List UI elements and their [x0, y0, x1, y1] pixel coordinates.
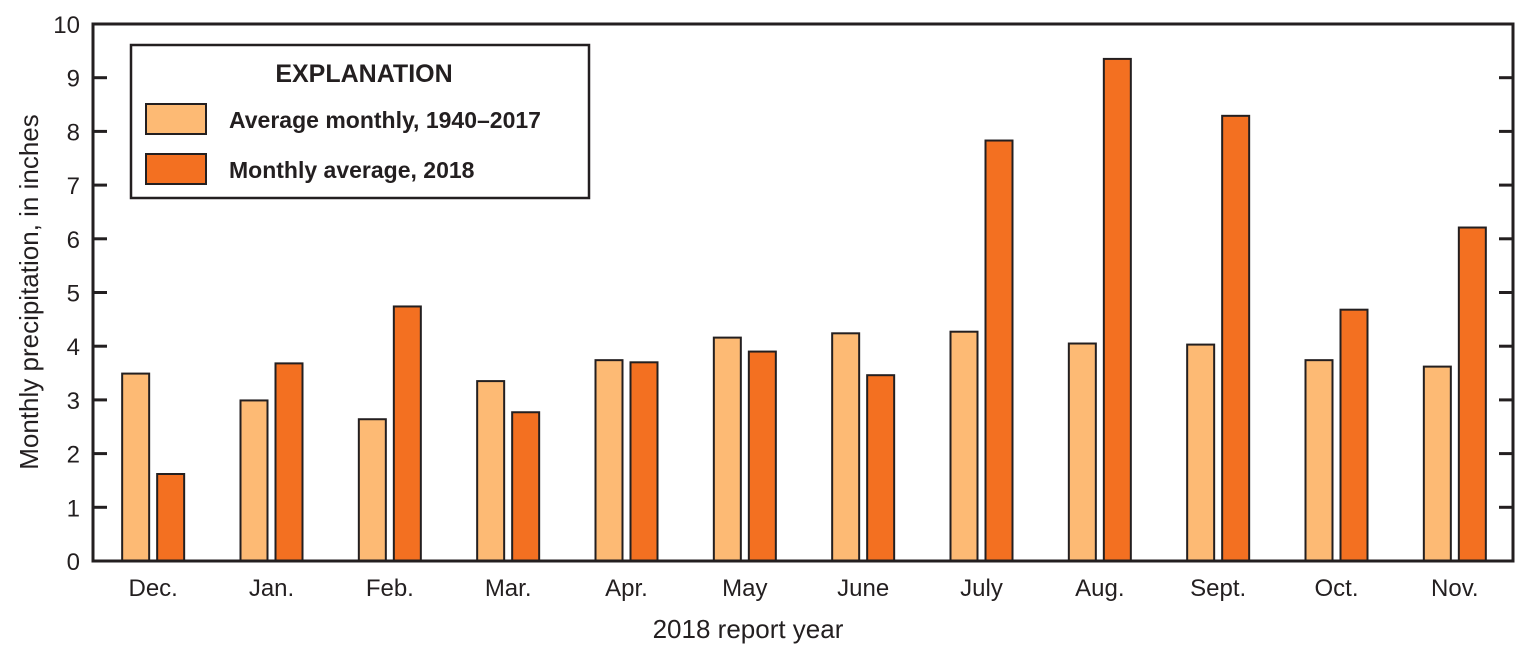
x-tick-label: Oct.: [1314, 575, 1358, 602]
bar-monthly-2018-oct: [1339, 308, 1369, 562]
bar-average-1940-2017-may: [712, 336, 742, 562]
y-tick-label: 0: [67, 549, 80, 576]
y-tick-label: 7: [67, 173, 80, 200]
y-tick-label: 8: [67, 119, 80, 146]
bar-monthly-2018-nov: [1457, 226, 1487, 562]
bar-monthly-2018-mar: [511, 411, 541, 562]
bar-monthly-2018-apr: [629, 361, 659, 562]
bar-average-1940-2017-apr: [594, 359, 624, 562]
y-tick-label: 1: [67, 495, 80, 522]
bar-average-1940-2017-oct: [1304, 359, 1334, 562]
bar-monthly-2018-july: [984, 139, 1014, 563]
x-tick-label: Jan.: [249, 575, 294, 602]
legend: EXPLANATION Average monthly, 1940–2017 M…: [129, 43, 591, 200]
legend-title: EXPLANATION: [275, 60, 452, 88]
legend-label-average-1940-2017: Average monthly, 1940–2017: [229, 107, 541, 133]
bar-average-1940-2017-july: [949, 330, 979, 562]
x-tick-label: June: [837, 575, 889, 602]
bar-average-1940-2017-sept: [1186, 343, 1216, 562]
y-tick-label: 9: [67, 66, 80, 93]
x-tick-label: Mar.: [485, 575, 532, 602]
y-tick-label: 2: [67, 442, 80, 469]
bar-monthly-2018-aug: [1102, 57, 1132, 562]
legend-box: [129, 43, 591, 200]
y-tick-label: 5: [67, 281, 80, 308]
bar-average-1940-2017-dec: [121, 372, 151, 562]
x-tick-label: Feb.: [366, 575, 414, 602]
x-tick-label: Nov.: [1431, 575, 1479, 602]
y-tick-label: 3: [67, 388, 80, 415]
y-tick-label: 4: [67, 334, 80, 361]
x-axis-title: 2018 report year: [653, 614, 844, 644]
bar-monthly-2018-sept: [1221, 114, 1251, 563]
bar-monthly-2018-feb: [392, 305, 422, 562]
bars-group: Dec. Jan. Feb. Mar. Apr. May June July Aug. Sept.…: [121, 57, 1487, 602]
y-tick-label: 6: [67, 227, 80, 254]
x-tick-label: Apr.: [605, 575, 648, 602]
bar-average-1940-2017-jan: [239, 399, 269, 563]
bar-average-1940-2017-aug: [1067, 342, 1097, 563]
legend-swatch-average-1940-2017: [145, 103, 207, 135]
x-tick-label: Dec.: [128, 575, 177, 602]
bar-average-1940-2017-nov: [1422, 365, 1452, 562]
x-tick-label: Sept.: [1190, 575, 1246, 602]
bar-monthly-2018-june: [866, 374, 896, 562]
y-tick-label: 10: [53, 12, 80, 39]
x-tick-label: May: [722, 575, 767, 602]
bar-average-1940-2017-feb: [357, 418, 387, 562]
y-axis-title: Monthly precipitation, in inches: [14, 114, 44, 470]
bar-monthly-2018-dec: [156, 473, 186, 563]
x-tick-label: July: [960, 575, 1003, 602]
x-tick-label: Aug.: [1075, 575, 1124, 602]
legend-swatch-monthly-2018: [145, 153, 207, 185]
bar-monthly-2018-jan: [274, 362, 304, 562]
bar-average-1940-2017-june: [831, 332, 861, 563]
bar-monthly-2018-may: [747, 350, 777, 562]
bar-average-1940-2017-mar: [476, 380, 506, 563]
axes-group: 0 1 2 3 4 5 6 7 8 9 10: [53, 12, 1515, 576]
legend-label-monthly-2018: Monthly average, 2018: [229, 157, 475, 183]
